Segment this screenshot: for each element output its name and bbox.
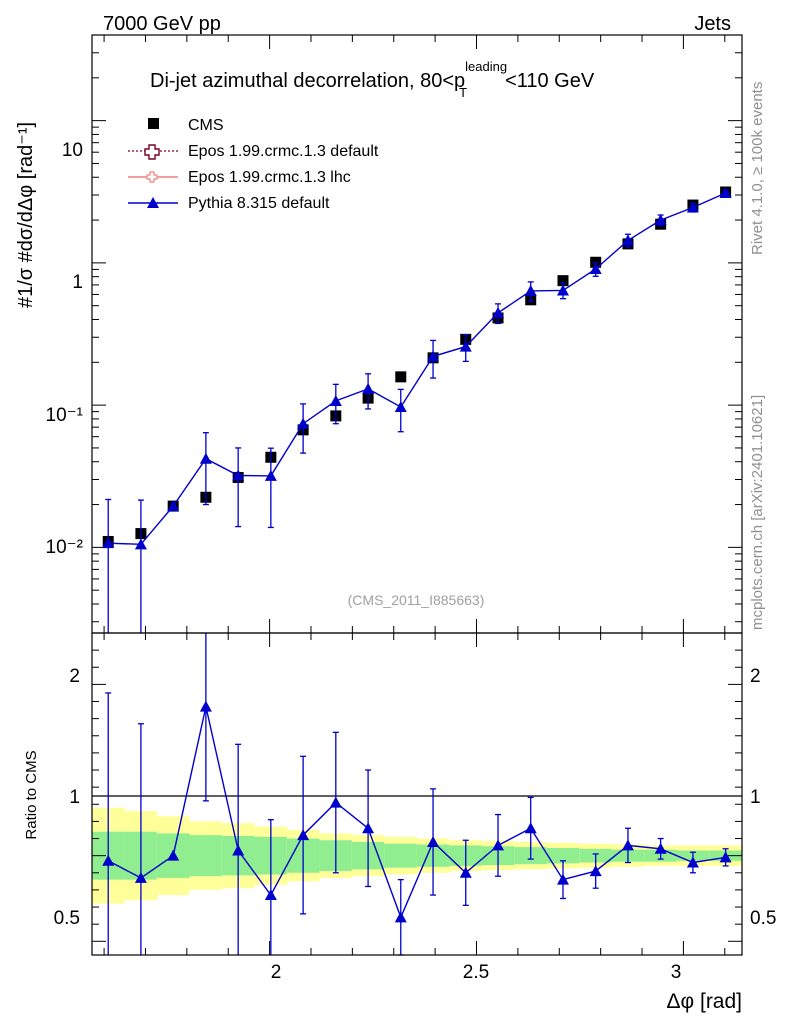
ratio-pythia-point — [719, 851, 732, 863]
analysis-watermark: (CMS_2011_I885663) — [348, 592, 485, 608]
main-title: Di-jet azimuthal decorrelation, 80<plead… — [150, 59, 595, 100]
ratio-ytick-label-left-0.5: 0.5 — [54, 908, 80, 929]
pythia-point — [524, 284, 537, 296]
xtick-label-2: 2 — [271, 962, 282, 983]
legend-label-epos-lhc: Epos 1.99.crmc.1.3 lhc — [188, 169, 351, 186]
legend-label-pythia: Pythia 8.315 default — [188, 195, 330, 212]
ratio-pythia-point — [394, 911, 407, 923]
legend-label-epos-default: Epos 1.99.crmc.1.3 default — [188, 143, 379, 160]
pythia-point — [686, 201, 699, 213]
legend-marker-epos-lhc — [146, 171, 158, 183]
title-prefix: Di-jet azimuthal decorrelation, 80<p — [150, 70, 465, 92]
header-left: 7000 GeV pp — [103, 13, 221, 35]
pythia-point — [589, 263, 602, 275]
legend: CMS Epos 1.99.crmc.1.3 default Epos 1.99… — [128, 117, 379, 212]
ratio-ytick-label-right-2: 2 — [750, 666, 761, 687]
ratio-pythia-point — [459, 866, 472, 878]
pythia-point — [459, 340, 472, 352]
legend-marker-epos-default — [144, 144, 160, 160]
ratio-pythia-point — [524, 822, 537, 834]
pythia-point — [719, 186, 732, 198]
main-ytick-label-1: 1 — [72, 272, 83, 293]
ratio-frame — [91, 632, 743, 956]
ratio-pythia-point — [102, 854, 115, 866]
ratio-bands — [91, 807, 742, 904]
ratio-x-ticks — [103, 633, 726, 955]
ratio-pythia-point — [232, 844, 245, 856]
main-ytick-label-10: 10 — [62, 140, 83, 161]
ratio-band-inner — [189, 835, 223, 877]
header-right: Jets — [694, 13, 731, 35]
ratio-pythia-point — [297, 829, 310, 841]
ratio-pythia-point — [492, 839, 505, 851]
cms-point — [395, 371, 407, 383]
ratio-band-inner — [384, 843, 418, 868]
pythia-point — [264, 469, 277, 481]
ratio-pythia-point — [362, 822, 375, 834]
title-sub: T — [459, 85, 467, 100]
ratio-pythia-point — [686, 856, 699, 868]
ratio-pythia-point — [134, 871, 147, 883]
pythia-point — [134, 538, 147, 550]
xtick-label-2.5: 2.5 — [463, 962, 489, 983]
main-series — [102, 186, 732, 633]
rivet-version: Rivet 4.1.0, ≥ 100k events — [749, 82, 766, 255]
ratio-ytick-label-left-2: 2 — [69, 666, 80, 687]
pythia-point — [297, 417, 310, 429]
mcplots-site: mcplots.cern.ch [arXiv:2401.10621] — [749, 395, 766, 630]
ratio-band-inner — [546, 847, 580, 864]
ratio-y-label: Ratio to CMS — [23, 750, 40, 839]
title-suffix: <110 GeV — [505, 70, 595, 92]
pythia-point — [102, 537, 115, 549]
pythia-point — [492, 306, 505, 318]
ratio-pythia-point — [329, 796, 342, 808]
ratio-ytick-label-left-1: 1 — [69, 787, 80, 808]
ratio-pythia-point — [199, 700, 212, 712]
pythia-point — [329, 394, 342, 406]
pythia-point — [394, 401, 407, 413]
ratio-pythia-point — [556, 873, 569, 885]
ratio-y-ticks — [92, 632, 742, 942]
main-y-ticks — [92, 34, 742, 623]
main-y-label: #1/σ #dσ/dΔφ [rad⁻¹] — [15, 122, 37, 308]
ratio-pythia-point — [264, 889, 277, 901]
pythia-point — [362, 382, 375, 394]
xtick-label-3: 3 — [671, 962, 682, 983]
pythia-point — [232, 469, 245, 481]
legend-marker-cms — [148, 118, 159, 129]
pythia-point — [654, 214, 667, 226]
pythia-point — [621, 234, 634, 246]
ratio-pythia-point — [589, 865, 602, 877]
ratio-pythia-point — [654, 842, 667, 854]
ratio-pythia-point — [427, 835, 440, 847]
ratio-pythia-point — [167, 849, 180, 861]
ratio-panel: 0.5 1 2 0.5 1 2 Ratio to CMS 2 2.5 3 Δφ … — [23, 632, 776, 1013]
main-ytick-label-1e-2: 10⁻² — [46, 537, 84, 558]
pythia-point — [556, 284, 569, 296]
main-ytick-label-1e-1: 10⁻¹ — [46, 405, 84, 426]
ratio-pythia-point — [621, 839, 634, 851]
ratio-ytick-label-right-0.5: 0.5 — [750, 908, 776, 929]
legend-marker-pythia — [147, 197, 159, 208]
title-sup: leading — [465, 59, 507, 74]
main-x-ticks — [103, 35, 726, 633]
x-axis-label: Δφ [rad] — [667, 990, 743, 1013]
pythia-point — [199, 452, 212, 464]
ratio-series — [102, 633, 732, 956]
pythia-point — [427, 350, 440, 362]
legend-label-cms: CMS — [188, 117, 224, 134]
pythia-point — [167, 500, 180, 512]
cms-point — [557, 275, 569, 287]
ratio-ytick-label-right-1: 1 — [750, 787, 761, 808]
